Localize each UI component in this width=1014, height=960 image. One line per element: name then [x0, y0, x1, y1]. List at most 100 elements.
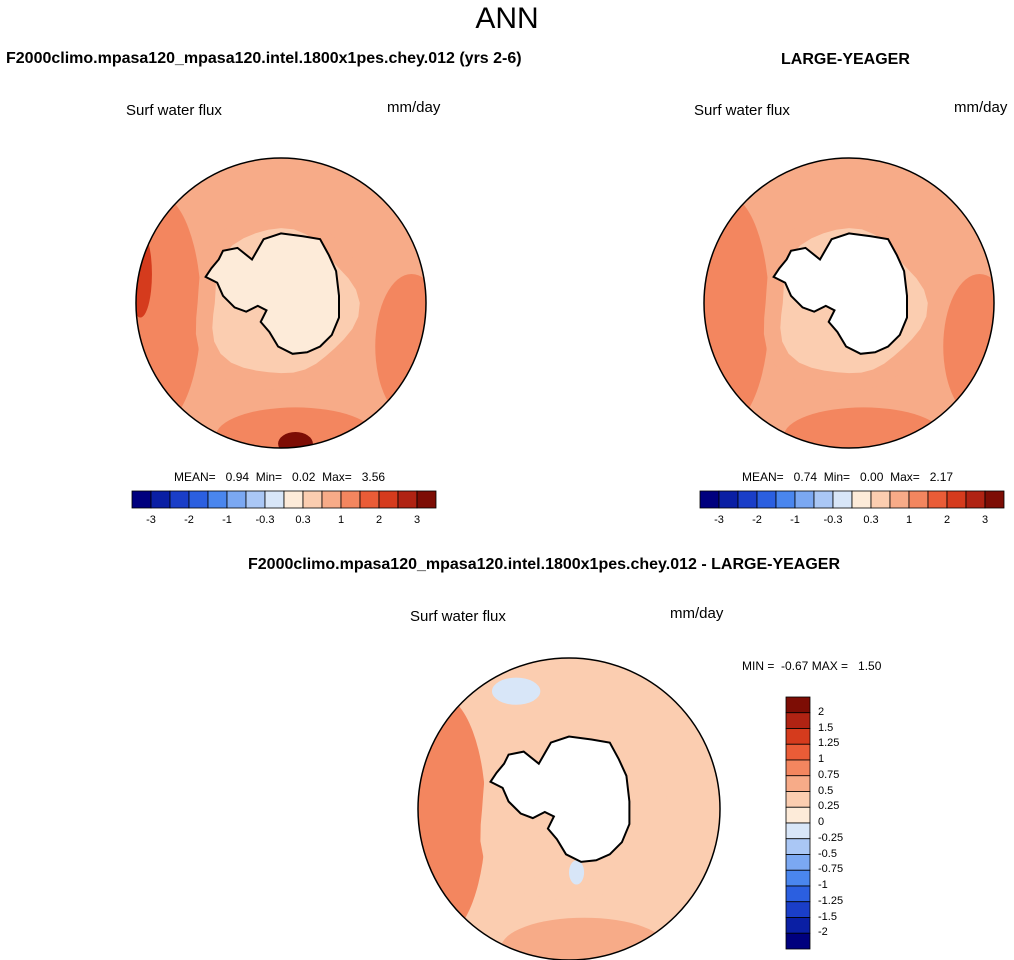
colorbar-tick-label: 0.3	[295, 514, 311, 526]
colorbar-tick-label: 1.25	[818, 737, 840, 750]
ocean-field	[704, 158, 994, 448]
colorbar-tick-label: -2	[818, 926, 828, 939]
colorbar-tick-label: -2	[752, 514, 762, 526]
colorbar-swatch	[785, 901, 811, 918]
colorbar-tick-label: 1.5	[818, 721, 834, 734]
colorbar-swatch	[785, 932, 811, 950]
model-units-label: mm/day	[387, 99, 441, 116]
colorbar-swatch	[283, 490, 304, 509]
colorbar-swatch	[889, 490, 910, 509]
west-high-band	[418, 695, 486, 938]
colorbar-swatch	[131, 490, 152, 509]
colorbar-swatch	[264, 490, 285, 509]
colorbar-tick-label: -1	[222, 514, 232, 526]
mid-zone	[480, 712, 670, 901]
west-peak	[136, 230, 152, 318]
colorbar-swatch	[699, 490, 720, 509]
colorbar-swatch	[321, 490, 342, 509]
colorbar-tick-label: -0.5	[818, 847, 837, 860]
colorbar-tick-label: 3	[981, 514, 989, 526]
ocean-field	[418, 658, 720, 960]
mid-zone	[195, 210, 378, 391]
colorbar-swatch	[302, 490, 323, 509]
colorbar-swatch	[785, 885, 811, 903]
diff-variable-label: Surf water flux	[410, 608, 506, 625]
colorbar-swatch	[851, 490, 872, 509]
inner-zone	[497, 731, 651, 883]
map-field	[704, 158, 994, 448]
mid-zone	[763, 210, 946, 391]
colorbar-swatch	[340, 490, 361, 509]
obs-panel-title: LARGE-YEAGER	[781, 51, 910, 68]
map-field	[136, 158, 426, 448]
colorbar-swatch	[785, 775, 811, 792]
colorbar-swatch	[785, 712, 811, 729]
inner-zone	[212, 228, 360, 374]
colorbar-swatch	[785, 806, 811, 824]
south-band	[501, 917, 668, 960]
colorbar-swatch	[785, 728, 811, 745]
east-band	[943, 274, 994, 419]
colorbar-swatch	[188, 490, 209, 509]
inner-zone	[780, 228, 928, 374]
antarctica-coast	[772, 232, 908, 355]
colorbar-tick-label: 1	[818, 753, 825, 765]
colorbar-tick-label: 1	[905, 514, 913, 526]
negative-patch	[491, 677, 541, 705]
model-stats: MEAN= 0.94 Min= 0.02 Max= 3.56	[174, 470, 386, 484]
negative-patch	[569, 860, 585, 885]
colorbar-swatch	[785, 743, 811, 761]
colorbar-tick-label: 2	[943, 514, 951, 526]
colorbar-tick-label: 3	[413, 514, 421, 526]
colorbar-swatch	[832, 490, 853, 509]
south-peak	[278, 432, 313, 448]
obs-variable-label: Surf water flux	[694, 102, 790, 119]
colorbar-swatch	[785, 917, 811, 934]
colorbar-tick-label: -3	[146, 514, 156, 526]
map-field	[418, 658, 720, 960]
antarctica-coast	[204, 232, 340, 355]
colorbar-swatch	[416, 490, 437, 509]
colorbar-swatch	[813, 490, 834, 509]
colorbar-tick-label: -3	[714, 514, 724, 526]
colorbar-swatch	[775, 490, 796, 509]
colorbar-tick-label: 0.75	[818, 768, 840, 781]
colorbar-tick-label: 0.5	[818, 784, 834, 797]
west-high-band	[704, 194, 770, 427]
colorbar-swatch	[870, 490, 891, 509]
ocean-field	[136, 158, 426, 448]
colorbar-swatch	[794, 490, 815, 509]
map-boundary	[417, 657, 721, 960]
map-boundary	[135, 157, 427, 449]
colorbar-tick-label: -2	[184, 514, 194, 526]
obs-stats: MEAN= 0.74 Min= 0.00 Max= 2.17	[742, 470, 954, 484]
west-high-band	[136, 194, 202, 427]
diff-units-label: mm/day	[670, 605, 724, 622]
colorbar-tick-label: 2	[818, 705, 825, 718]
colorbar-swatch	[785, 791, 811, 808]
colorbar-swatch	[785, 759, 811, 777]
east-band	[375, 274, 426, 419]
colorbar-swatch	[737, 490, 758, 509]
colorbar-tick-label: -1.5	[818, 910, 837, 923]
colorbar-swatch	[946, 490, 967, 509]
colorbar-tick-label: 0	[818, 816, 825, 828]
colorbar-swatch	[785, 838, 811, 855]
colorbar-swatch	[785, 869, 811, 887]
colorbar-tick-label: -0.75	[818, 863, 844, 876]
colorbar-swatch	[785, 822, 811, 840]
model-panel-title: F2000climo.mpasa120_mpasa120.intel.1800x…	[6, 50, 522, 67]
colorbar-swatch	[245, 490, 266, 509]
colorbar-swatch	[927, 490, 948, 509]
obs-units-label: mm/day	[954, 99, 1008, 116]
colorbar-swatch	[150, 490, 171, 509]
colorbar-tick-label: -0.25	[818, 831, 844, 844]
colorbar-swatch	[718, 490, 739, 509]
colorbar-tick-label: -1	[818, 879, 828, 891]
colorbar-swatch	[756, 490, 777, 509]
colorbar-tick-label: 2	[375, 514, 383, 526]
colorbar-swatch	[226, 490, 247, 509]
colorbar-tick-label: -0.3	[823, 514, 843, 526]
diff-panel-title: F2000climo.mpasa120_mpasa120.intel.1800x…	[248, 556, 841, 573]
page-title: ANN	[475, 2, 539, 35]
